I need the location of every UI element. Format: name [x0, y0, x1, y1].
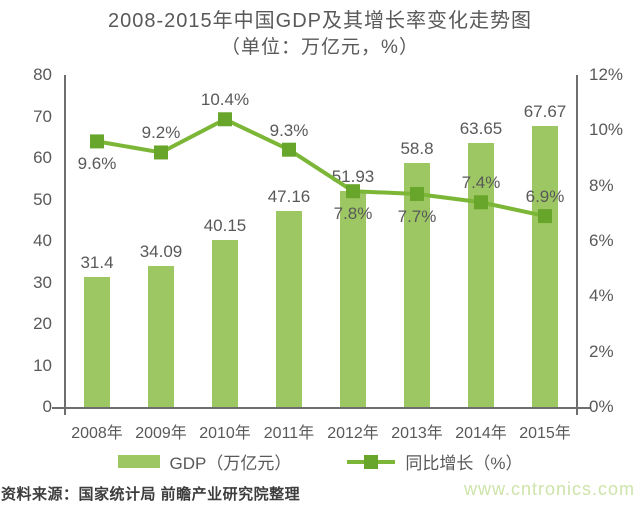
y-axis-left-tick-label: 40	[33, 231, 52, 250]
x-axis-category-label: 2013年	[391, 425, 443, 442]
growth-line-swatch-icon	[347, 454, 396, 469]
legend-label-gdp: GDP（万亿元）	[169, 454, 292, 473]
growth-value-label: 9.2%	[141, 123, 181, 143]
growth-value-label: 9.3%	[269, 120, 309, 140]
growth-point-marker	[90, 134, 104, 149]
y-axis-left-tick-label: 20	[33, 314, 52, 333]
x-axis-category-label: 2011年	[263, 425, 315, 442]
watermark: www.cntronics.com	[463, 479, 635, 499]
y-axis-left-tick-label: 80	[33, 65, 52, 84]
gdp-value-label: 31.4	[80, 252, 114, 272]
left-axis-line	[64, 75, 66, 415]
x-axis-category-label: 2014年	[455, 425, 507, 442]
gdp-bar	[84, 276, 110, 407]
growth-value-label: 7.8%	[333, 204, 373, 224]
y-axis-left-tick-label: 70	[33, 106, 52, 126]
x-axis-category-label: 2009年	[135, 425, 187, 442]
y-axis-right-tick-label: 0%	[589, 397, 614, 416]
y-axis-right-tick-label: 12%	[589, 65, 624, 84]
y-axis-right-tick-label: 4%	[589, 286, 614, 306]
x-axis-category-label: 2010年	[199, 425, 251, 442]
x-axis-category-label: 2012年	[327, 425, 379, 442]
growth-value-label: 9.6%	[77, 154, 117, 174]
y-axis-left-tick-label: 60	[33, 148, 52, 167]
growth-point-marker	[282, 142, 296, 157]
gdp-bar	[276, 211, 302, 407]
growth-value-label: 7.4%	[461, 173, 501, 193]
chart-title: 2008-2015年中国GDP及其增长率变化走势图	[108, 10, 532, 32]
y-axis-right-tick-label: 2%	[589, 341, 614, 361]
gdp-bar	[212, 240, 238, 407]
gdp-bar	[532, 126, 558, 407]
y-axis-left-tick-label: 10	[33, 355, 52, 375]
growth-value-label: 10.4%	[200, 90, 250, 110]
gdp-value-label: 58.8	[400, 138, 434, 158]
gdp-value-label: 34.09	[139, 241, 183, 261]
gdp-value-label: 67.67	[523, 102, 567, 122]
chart-subtitle: （单位：万亿元，%）	[221, 37, 419, 58]
x-axis-category-label: 2015年	[519, 425, 571, 442]
gdp-bar	[148, 265, 174, 407]
gdp-bar-swatch-icon	[117, 455, 160, 468]
growth-point-marker	[218, 112, 232, 127]
y-axis-left-tick-label: 50	[33, 189, 52, 209]
y-axis-right-tick-label: 6%	[589, 231, 614, 250]
gdp-bar	[404, 162, 430, 407]
growth-value-label: 6.9%	[525, 187, 565, 207]
gdp-bar	[340, 191, 366, 407]
x-axis-category-label: 2008年	[71, 425, 123, 442]
legend-item-gdp: GDP（万亿元）	[117, 449, 292, 474]
source-note: 资料来源：国家统计局 前瞻产业研究院整理	[1, 486, 301, 503]
gdp-value-label: 40.15	[203, 216, 247, 236]
legend-label-growth: 同比增长（%）	[405, 454, 523, 473]
y-axis-right-tick-label: 8%	[589, 175, 614, 195]
legend: GDP（万亿元） 同比增长（%）	[0, 449, 640, 474]
gdp-value-label: 51.93	[331, 167, 375, 187]
y-axis-left-tick-label: 30	[33, 272, 52, 292]
y-axis-left-tick-label: 0	[42, 397, 52, 416]
right-axis-line	[576, 75, 578, 415]
growth-value-label: 7.7%	[397, 206, 437, 226]
growth-point-marker	[154, 145, 168, 160]
x-axis-line	[52, 407, 590, 409]
legend-item-growth: 同比增长（%）	[347, 449, 522, 474]
y-axis-right-tick-label: 10%	[589, 120, 624, 140]
